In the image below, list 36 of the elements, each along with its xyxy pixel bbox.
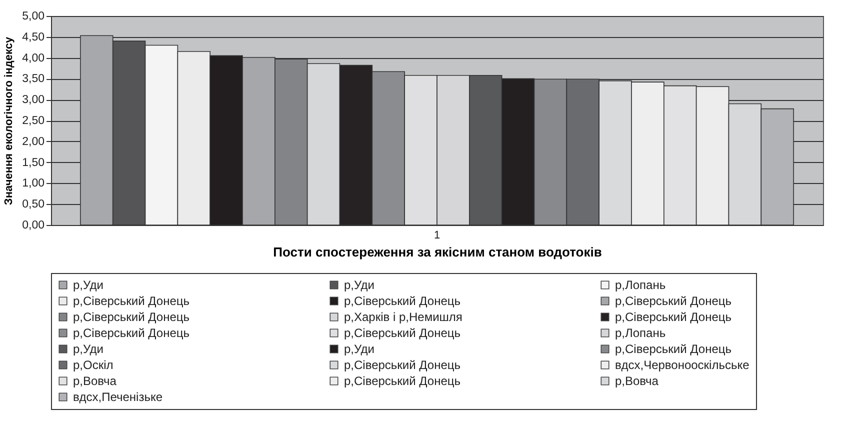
y-tick-label: 2,50	[22, 115, 44, 127]
y-tick-label: 5,00	[22, 10, 44, 22]
y-tick-label: 2,00	[22, 136, 44, 148]
y-tick-label: 0,00	[22, 220, 44, 232]
legend-label: р,Оскіл	[73, 358, 114, 372]
legend-label: вдсх,Червонооскільське	[615, 358, 750, 372]
legend-label: вдсх,Печенізьке	[73, 390, 163, 404]
legend-label: р,Уди	[73, 342, 104, 356]
legend-label: р,Вовча	[615, 374, 659, 388]
y-tick-label: 4,50	[22, 31, 44, 44]
legend-label: р,Сіверський Донець	[615, 294, 732, 308]
legend-label: р,Сіверський Донець	[344, 374, 461, 388]
legend-label: р,Уди	[344, 342, 374, 356]
legend-label: р,Уди	[344, 278, 374, 292]
legend-label: р,Сіверський Донець	[344, 358, 461, 372]
legend-label: р,Сіверський Донець	[73, 326, 190, 340]
legend-label: р,Сіверський Донець	[615, 310, 732, 324]
legend-label: р,Сіверський Донець	[73, 294, 190, 308]
x-axis-title: Пости спостереження за якісним станом водотоків	[273, 244, 602, 260]
legend-label: р,Лопань	[615, 278, 666, 292]
y-tick-label: 3,00	[22, 94, 44, 106]
legend-label: р,Харків і р,Немишля	[344, 310, 462, 324]
legend-label: р,Сіверський Донець	[73, 310, 190, 324]
y-tick-label: 1,00	[22, 178, 44, 190]
legend-label: р,Сіверський Донець	[344, 326, 461, 340]
y-tick-label: 1,50	[22, 156, 44, 169]
y-tick-label: 4,00	[22, 52, 44, 64]
legend-label: р,Лопань	[615, 326, 666, 340]
legend-label: р,Сіверський Донець	[344, 294, 461, 308]
legend-label: р,Уди	[73, 278, 104, 292]
y-tick-label: 0,50	[22, 198, 44, 211]
legend-label: р,Вовча	[73, 374, 117, 388]
legend-label: р,Сіверський Донець	[615, 342, 732, 356]
y-axis-title: Значення екологічного індексу	[3, 36, 16, 206]
x-tick-label: 1	[434, 230, 440, 242]
y-tick-label: 3,50	[22, 73, 44, 86]
